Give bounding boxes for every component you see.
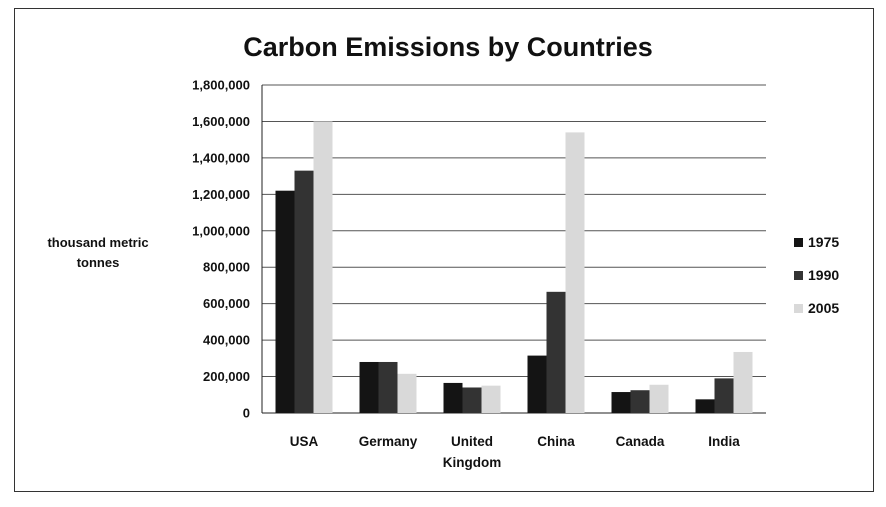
chart-title: Carbon Emissions by Countries: [243, 32, 653, 62]
bar-1975: [611, 392, 631, 413]
legend-label: 1990: [808, 267, 839, 283]
x-category-label: Kingdom: [443, 455, 502, 470]
bar-1975: [527, 355, 547, 413]
bar-1975: [359, 361, 379, 413]
y-axis-ticks: 0 200,000 400,000 600,000 800,000 1,000,000 1,…: [192, 78, 250, 421]
y-axis-label: thousand metric tonnes: [47, 235, 148, 270]
bar-1990: [462, 387, 482, 413]
y-tick-label: 1,600,000: [192, 114, 250, 129]
legend-label: 2005: [808, 300, 839, 316]
bar-1990: [546, 291, 566, 413]
bar-1990: [294, 170, 314, 413]
bar-2005: [733, 351, 753, 413]
x-axis-categories: USA Germany United Kingdom China Canada India: [290, 434, 740, 470]
y-tick-label: 200,000: [203, 369, 250, 384]
bar-2005: [397, 373, 417, 413]
x-category-label: India: [708, 434, 740, 449]
x-category-label: United: [451, 434, 493, 449]
bar-1975: [695, 399, 715, 413]
y-axis-label-line: tonnes: [77, 255, 120, 270]
bar-2005: [565, 132, 585, 413]
bar-2005: [481, 385, 501, 413]
legend-swatch-2005: [794, 304, 803, 313]
x-category-label: China: [537, 434, 575, 449]
legend: 1975 1990 2005: [794, 234, 839, 316]
bar-1975: [275, 190, 295, 413]
y-tick-label: 1,400,000: [192, 150, 250, 165]
x-category-label: Germany: [359, 434, 418, 449]
bar-1990: [630, 390, 650, 413]
bar-1990: [714, 378, 734, 413]
y-axis-label-line: thousand metric: [47, 235, 148, 250]
legend-swatch-1990: [794, 271, 803, 280]
y-tick-label: 800,000: [203, 260, 250, 275]
y-tick-label: 1,800,000: [192, 78, 250, 93]
legend-swatch-1975: [794, 238, 803, 247]
y-tick-label: 1,000,000: [192, 223, 250, 238]
y-tick-label: 600,000: [203, 296, 250, 311]
bar-2005: [313, 121, 333, 413]
y-tick-label: 0: [243, 406, 250, 421]
bar-2005: [649, 384, 669, 413]
bar-1990: [378, 361, 398, 413]
legend-label: 1975: [808, 234, 839, 250]
bars: [275, 121, 753, 413]
x-category-label: Canada: [616, 434, 665, 449]
bar-1975: [443, 382, 463, 413]
gridlines: [261, 84, 766, 414]
y-tick-label: 400,000: [203, 333, 250, 348]
x-category-label: USA: [290, 434, 319, 449]
y-tick-label: 1,200,000: [192, 187, 250, 202]
